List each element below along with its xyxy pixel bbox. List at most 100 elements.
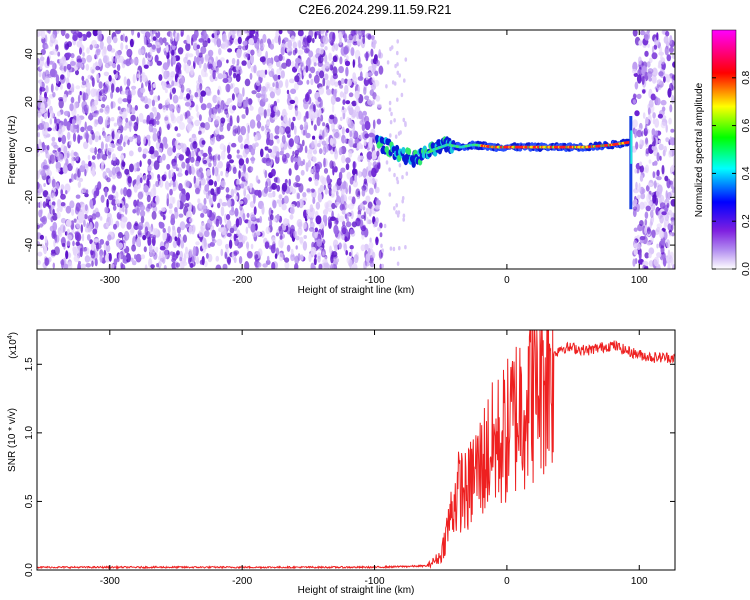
- noise-cell: [62, 93, 67, 103]
- noise-cell: [308, 109, 314, 120]
- noise-cell: [308, 227, 315, 232]
- noise-cell: [84, 132, 90, 140]
- noise-cell: [80, 224, 84, 234]
- noise-cell: [293, 230, 298, 239]
- noise-cell: [44, 235, 48, 244]
- noise-cell: [344, 60, 351, 67]
- noise-cell: [110, 101, 114, 110]
- noise-cell: [40, 30, 46, 40]
- noise-cell: [223, 145, 226, 153]
- noise-cell: [232, 105, 237, 111]
- noise-cell: [632, 258, 636, 267]
- noise-cell: [158, 103, 163, 110]
- noise-cell: [372, 119, 376, 130]
- noise-cell: [345, 157, 351, 164]
- noise-cell: [656, 169, 660, 177]
- noise-cell: [663, 222, 667, 229]
- noise-cell: [341, 126, 345, 136]
- noise-cell: [362, 34, 366, 45]
- noise-cell: [192, 245, 197, 256]
- noise-cell: [172, 94, 179, 104]
- noise-cell: [39, 81, 43, 87]
- noise-cell: [201, 140, 206, 145]
- noise-cell: [652, 112, 656, 119]
- noise-cell: [80, 126, 85, 133]
- noise-cell: [240, 143, 244, 150]
- noise-cell: [105, 143, 108, 150]
- noise-cell: [302, 192, 307, 198]
- noise-cell: [281, 154, 287, 163]
- noise-cell: [645, 148, 650, 155]
- noise-cell: [50, 216, 54, 223]
- noise-cell: [136, 73, 140, 79]
- noise-cell: [305, 111, 309, 119]
- noise-cell: [326, 88, 332, 96]
- noise-cell: [396, 50, 399, 56]
- noise-cell: [74, 101, 79, 109]
- noise-cell: [158, 148, 163, 153]
- noise-cell: [302, 37, 309, 48]
- noise-cell: [137, 222, 144, 231]
- noise-cell: [290, 224, 295, 234]
- noise-cell: [94, 146, 97, 156]
- noise-cell: [60, 184, 65, 191]
- noise-cell: [247, 124, 250, 134]
- noise-cell: [296, 144, 300, 149]
- noise-cell: [314, 179, 319, 187]
- noise-cell: [226, 122, 231, 132]
- noise-cell: [142, 174, 148, 182]
- noise-cell: [216, 238, 223, 247]
- noise-cell: [158, 222, 165, 229]
- x-axis-label-bottom: Height of straight line (km): [298, 585, 415, 596]
- noise-cell: [76, 62, 82, 69]
- noise-cell: [334, 244, 338, 252]
- noise-cell: [317, 55, 324, 64]
- noise-cell: [304, 121, 309, 131]
- noise-cell: [126, 104, 132, 114]
- noise-cell: [147, 80, 151, 86]
- noise-cell: [342, 220, 346, 227]
- noise-cell: [170, 217, 176, 226]
- x-tick-label: -200: [232, 275, 252, 286]
- noise-cell: [322, 35, 329, 45]
- noise-cell: [99, 239, 105, 245]
- noise-cell: [659, 230, 665, 239]
- noise-cell: [231, 142, 237, 148]
- noise-cell: [244, 148, 250, 155]
- colorbar: 0.0 0.2 0.4 0.6 0.8 Normalized spectral ampl…: [694, 29, 750, 276]
- noise-cell: [66, 82, 71, 90]
- noise-cell: [165, 44, 169, 53]
- noise-cell: [390, 111, 393, 117]
- noise-cell: [122, 256, 127, 261]
- noise-cell: [110, 117, 115, 122]
- noise-cell: [195, 177, 200, 186]
- noise-cell: [348, 150, 353, 158]
- noise-cell: [143, 64, 149, 69]
- noise-cell: [72, 132, 77, 142]
- noise-cell: [51, 61, 56, 70]
- noise-cell: [118, 253, 122, 260]
- noise-cell: [334, 201, 340, 206]
- noise-cell: [152, 234, 157, 240]
- noise-cell: [43, 113, 48, 120]
- noise-cell: [42, 201, 47, 209]
- noise-cell: [280, 70, 285, 79]
- noise-cell: [52, 91, 56, 98]
- noise-cell: [72, 240, 75, 247]
- noise-cell: [180, 239, 185, 249]
- noise-cell: [208, 49, 214, 57]
- noise-cell: [295, 57, 301, 64]
- noise-cell: [193, 30, 199, 39]
- noise-cell: [162, 136, 168, 145]
- y-tick-label: -40: [24, 237, 35, 252]
- noise-cell: [221, 202, 228, 207]
- noise-cell: [315, 215, 322, 225]
- noise-cell: [157, 95, 161, 101]
- noise-cell: [669, 232, 673, 237]
- noise-cell: [245, 226, 249, 234]
- noise-cell: [174, 236, 178, 242]
- noise-cell: [67, 41, 72, 48]
- noise-cell: [111, 143, 116, 149]
- noise-cell: [69, 124, 74, 133]
- noise-cell: [106, 35, 112, 45]
